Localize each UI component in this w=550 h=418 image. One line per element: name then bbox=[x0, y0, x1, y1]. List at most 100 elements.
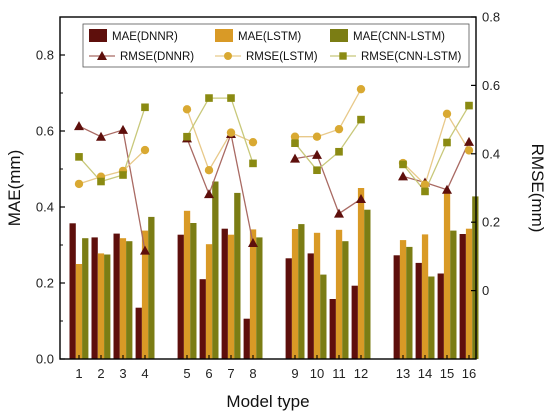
bar bbox=[221, 228, 228, 359]
point bbox=[248, 238, 258, 248]
point bbox=[464, 136, 474, 146]
plot-frame bbox=[59, 16, 477, 360]
point bbox=[96, 131, 106, 141]
axes-layer: 0.00.20.40.60.800.20.40.60.81 2 3 4 5 6 7 8 9 10 1… bbox=[36, 10, 500, 382]
bar bbox=[256, 237, 263, 359]
point bbox=[442, 184, 452, 194]
x-tick-label: 2 bbox=[97, 366, 104, 381]
point bbox=[182, 105, 192, 114]
point bbox=[290, 153, 300, 163]
series-line bbox=[78, 125, 146, 251]
point bbox=[119, 171, 127, 179]
bar bbox=[329, 299, 336, 359]
legend-swatch bbox=[215, 29, 233, 42]
y-tick-label: 0.8 bbox=[36, 48, 54, 63]
y-tick-label: 0.4 bbox=[36, 200, 54, 215]
bar bbox=[183, 210, 191, 359]
x-tick-label: 6 bbox=[205, 366, 212, 381]
bar bbox=[148, 216, 155, 359]
point bbox=[334, 208, 344, 218]
legend-label: MAE(CNN-LSTM) bbox=[353, 31, 445, 43]
x-tick-label: 5 bbox=[183, 366, 190, 381]
bar bbox=[406, 246, 413, 359]
point bbox=[464, 146, 474, 155]
point bbox=[140, 245, 150, 255]
point bbox=[204, 189, 214, 199]
point bbox=[398, 171, 408, 181]
bar bbox=[69, 223, 76, 359]
series-line bbox=[186, 131, 254, 244]
point bbox=[334, 124, 344, 134]
bar bbox=[212, 181, 219, 359]
bar bbox=[177, 234, 184, 359]
x-tick-label: 9 bbox=[291, 366, 298, 381]
point bbox=[204, 166, 214, 175]
x-tick-label: 8 bbox=[249, 366, 256, 381]
bars-layer bbox=[69, 181, 479, 359]
point bbox=[442, 109, 452, 118]
legend-label: RMSE(CNN-LSTM) bbox=[361, 51, 461, 63]
point bbox=[357, 115, 365, 124]
y2-tick-label: 0 bbox=[482, 283, 489, 298]
legend-swatch bbox=[89, 29, 107, 42]
bar bbox=[342, 241, 349, 359]
point bbox=[420, 180, 430, 189]
legend-box bbox=[82, 23, 470, 68]
legend-marker bbox=[97, 51, 107, 60]
point bbox=[356, 84, 366, 94]
point bbox=[74, 121, 84, 131]
point bbox=[290, 132, 300, 141]
bar bbox=[459, 234, 466, 359]
point bbox=[399, 160, 407, 169]
point bbox=[291, 139, 299, 147]
point bbox=[312, 149, 322, 159]
legend-swatch bbox=[330, 29, 348, 42]
bar bbox=[97, 253, 105, 359]
point bbox=[335, 147, 343, 156]
bar bbox=[82, 238, 89, 359]
bar bbox=[141, 230, 149, 359]
bar bbox=[428, 276, 435, 359]
series-line bbox=[402, 141, 470, 191]
lines-layer bbox=[74, 84, 474, 255]
bar bbox=[335, 229, 343, 359]
bar bbox=[243, 318, 250, 359]
bar bbox=[113, 233, 120, 359]
bar bbox=[364, 209, 371, 359]
bar bbox=[135, 307, 142, 359]
y-tick-label: 0.0 bbox=[36, 352, 54, 367]
y2-tick-label: 0.4 bbox=[482, 146, 500, 161]
point bbox=[183, 132, 191, 141]
legend: MAE(DNNR) MAE(LSTM) MAE(CNN-LSTM) RMSE(DNNR… bbox=[82, 23, 470, 68]
series-line bbox=[78, 149, 146, 185]
point bbox=[75, 153, 83, 161]
point bbox=[205, 94, 213, 102]
bar bbox=[227, 234, 235, 359]
bar bbox=[351, 285, 358, 359]
bar bbox=[450, 230, 457, 359]
bar bbox=[357, 188, 365, 359]
x-tick-label: 16 bbox=[462, 366, 476, 381]
point bbox=[74, 179, 84, 189]
y2-tick-label: 0.6 bbox=[482, 78, 500, 93]
point bbox=[227, 94, 235, 102]
point bbox=[249, 159, 257, 168]
x-tick-label: 3 bbox=[119, 366, 126, 381]
bar bbox=[313, 232, 321, 359]
bar bbox=[285, 258, 292, 359]
bar bbox=[119, 238, 127, 359]
bar bbox=[234, 192, 241, 359]
point bbox=[226, 128, 236, 137]
x-tick-label: 12 bbox=[354, 366, 368, 381]
bar bbox=[393, 255, 400, 359]
series-line bbox=[186, 109, 254, 172]
bar bbox=[91, 237, 98, 359]
bar bbox=[199, 279, 206, 359]
legend-label: MAE(DNNR) bbox=[112, 31, 178, 43]
x-tick-label: 11 bbox=[332, 366, 346, 381]
x-axis-label: Model type bbox=[226, 392, 309, 411]
point bbox=[97, 177, 105, 186]
bar bbox=[415, 262, 422, 359]
x-tick-label: 13 bbox=[396, 366, 410, 381]
